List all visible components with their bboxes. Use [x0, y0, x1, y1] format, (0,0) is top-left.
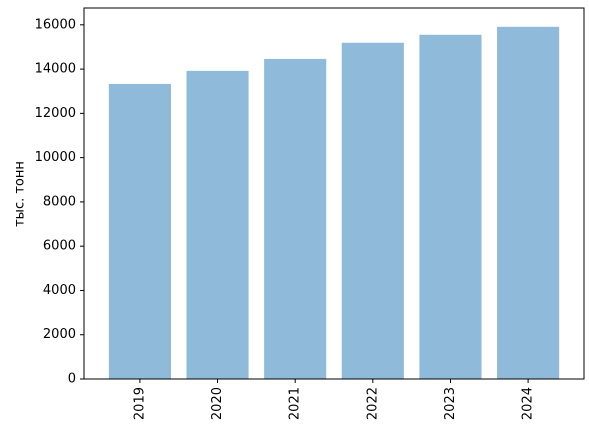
y-tick-label: 6000: [43, 239, 76, 254]
bar: [419, 34, 482, 379]
x-tick-label: 2023: [443, 387, 458, 420]
bar: [108, 83, 171, 380]
y-tick-label: 0: [68, 372, 76, 387]
y-axis-label: тыс. тонн: [13, 161, 28, 227]
bar: [264, 58, 327, 379]
x-tick-label: 2024: [521, 387, 536, 420]
x-tick-label: 2022: [365, 387, 380, 420]
x-tick-label: 2019: [132, 387, 147, 420]
x-tick-label: 2021: [288, 387, 303, 420]
y-tick-label: 8000: [43, 194, 76, 209]
y-tick-label: 4000: [43, 283, 76, 298]
y-tick-label: 16000: [35, 17, 76, 32]
bar: [186, 70, 249, 380]
x-tick-label: 2020: [210, 387, 225, 420]
y-tick-label: 14000: [35, 62, 76, 77]
plot-frame: [83, 7, 585, 380]
y-tick-label: 2000: [43, 327, 76, 342]
y-tick-label: 12000: [35, 106, 76, 121]
bar: [341, 42, 404, 380]
y-tick-label: 10000: [35, 150, 76, 165]
bar: [497, 26, 560, 379]
